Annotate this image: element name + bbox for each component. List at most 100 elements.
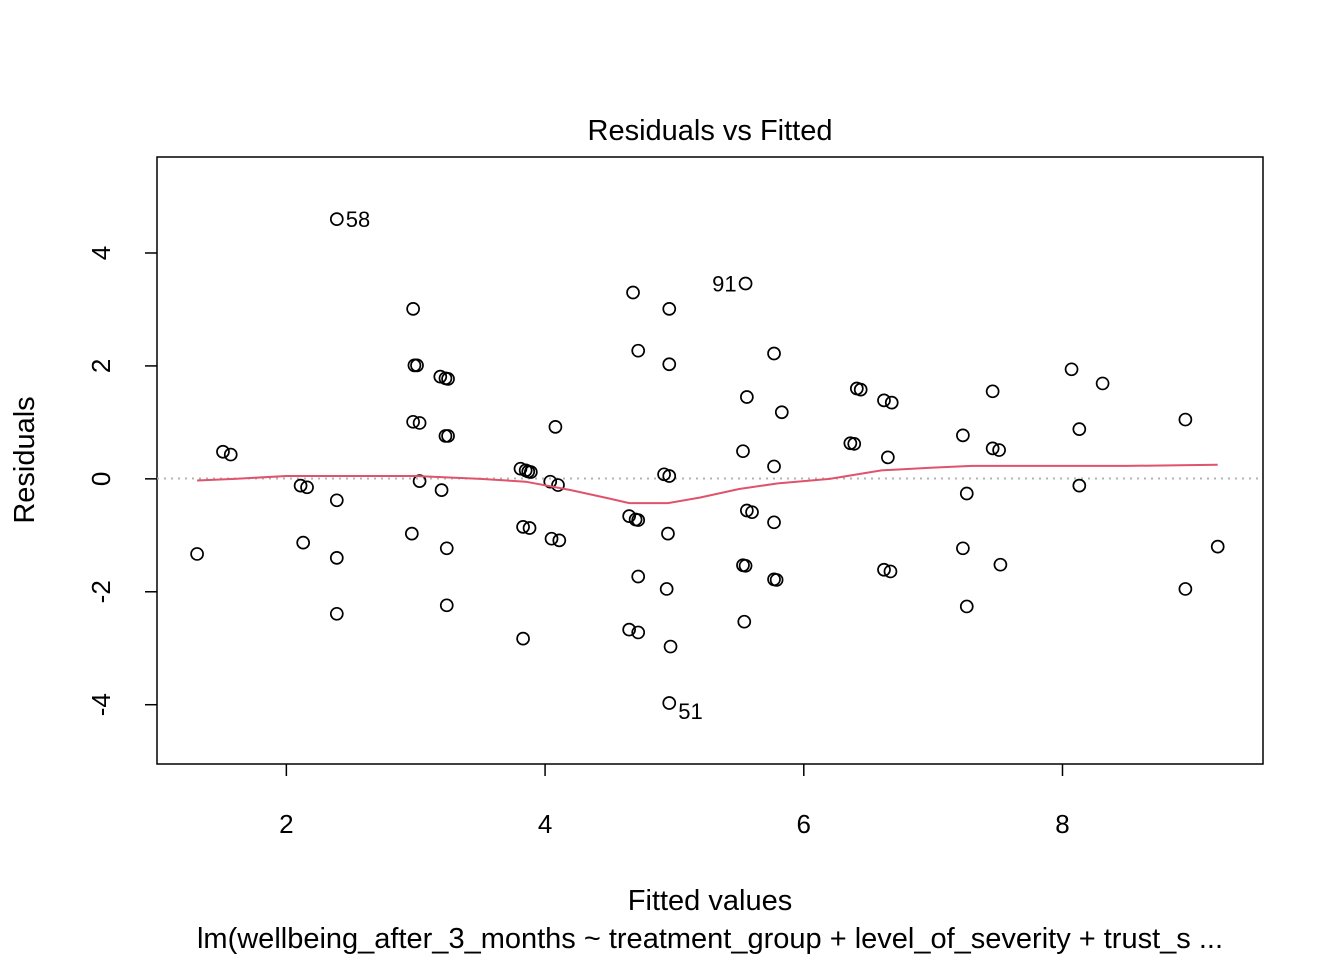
data-point (877, 393, 891, 408)
data-points (190, 212, 1225, 710)
data-point (622, 622, 637, 637)
data-point (406, 414, 420, 429)
data-point (956, 541, 970, 556)
data-point (552, 533, 567, 548)
data-point (661, 526, 675, 541)
point-label: 91 (712, 271, 736, 296)
data-point (631, 343, 646, 358)
data-point (662, 469, 677, 483)
smooth-line-group (197, 463, 1218, 505)
data-point (853, 382, 868, 397)
data-point (543, 474, 558, 489)
y-axis: -4 -2 0 2 4 (86, 246, 157, 716)
data-point (544, 531, 559, 546)
data-point (551, 478, 565, 492)
data-point (993, 557, 1008, 572)
data-point (522, 521, 537, 535)
data-point (877, 562, 891, 577)
data-point (523, 465, 538, 479)
data-point (1072, 422, 1087, 437)
data-point (300, 480, 314, 495)
plot-frame (156, 156, 1264, 765)
y-tick-label: 2 (86, 359, 116, 373)
x-tick-label: 6 (797, 809, 811, 839)
data-point (441, 429, 455, 443)
data-point (663, 639, 678, 654)
y-tick-label: 0 (86, 472, 116, 486)
data-point (548, 420, 563, 434)
data-point (767, 346, 781, 361)
x-axis: 2 4 6 8 (279, 764, 1070, 839)
data-point (1064, 362, 1079, 377)
data-point (216, 444, 230, 459)
data-point (631, 625, 646, 640)
data-point (516, 631, 530, 646)
data-point (738, 558, 753, 573)
y-tick-label: -2 (86, 580, 116, 603)
data-point (410, 358, 424, 373)
data-point (293, 478, 308, 493)
data-point (412, 416, 427, 430)
data-point (659, 582, 674, 596)
data-point (439, 541, 454, 556)
y-tick-label: 4 (86, 246, 116, 260)
data-point (956, 428, 970, 443)
data-point (992, 443, 1006, 457)
data-point (406, 302, 420, 316)
data-point (662, 302, 677, 316)
point-label: 51 (678, 699, 702, 724)
x-tick-label: 4 (538, 809, 552, 839)
data-point (329, 606, 344, 621)
data-point (1095, 376, 1110, 391)
data-point (774, 405, 789, 420)
data-point (626, 285, 640, 300)
data-point (516, 519, 530, 534)
data-point (847, 436, 862, 451)
data-point (404, 526, 419, 541)
data-point (745, 505, 759, 520)
data-point (662, 357, 677, 372)
data-point (738, 276, 753, 291)
data-point (767, 515, 781, 530)
data-point (329, 212, 344, 226)
data-point (329, 493, 344, 508)
model-formula-subtitle: lm(wellbeing_after_3_months ~ treatment_… (197, 923, 1223, 955)
data-point (959, 486, 974, 501)
data-point (959, 599, 974, 614)
data-point (662, 696, 677, 710)
data-point (740, 390, 754, 404)
data-point (884, 395, 899, 410)
data-point (296, 535, 311, 550)
data-point (1072, 478, 1087, 493)
data-point (985, 384, 1000, 399)
data-point (631, 513, 646, 527)
data-point (434, 483, 449, 497)
data-point (190, 547, 204, 561)
data-point (412, 474, 427, 488)
data-point (329, 551, 344, 565)
data-point (439, 598, 454, 613)
x-axis-title: Fitted values (628, 885, 792, 917)
data-point (1178, 582, 1193, 596)
point-label: 58 (346, 207, 370, 232)
y-tick-label: -4 (86, 693, 116, 716)
chart-title: Residuals vs Fitted (588, 115, 833, 147)
point-labels: 58 51 91 (346, 207, 737, 724)
x-tick-label: 2 (279, 809, 293, 839)
data-point (767, 459, 781, 474)
data-point (631, 569, 646, 584)
data-point (441, 372, 455, 386)
data-point (1178, 412, 1193, 427)
data-point (881, 450, 895, 465)
data-point (1210, 539, 1225, 554)
data-point (769, 573, 784, 587)
data-point (985, 441, 1000, 456)
y-axis-title: Residuals (9, 396, 41, 523)
data-point (622, 509, 637, 523)
smooth-line (197, 463, 1218, 505)
data-point (737, 614, 752, 629)
data-point (736, 444, 750, 459)
data-point (223, 447, 238, 462)
x-tick-label: 8 (1055, 809, 1069, 839)
